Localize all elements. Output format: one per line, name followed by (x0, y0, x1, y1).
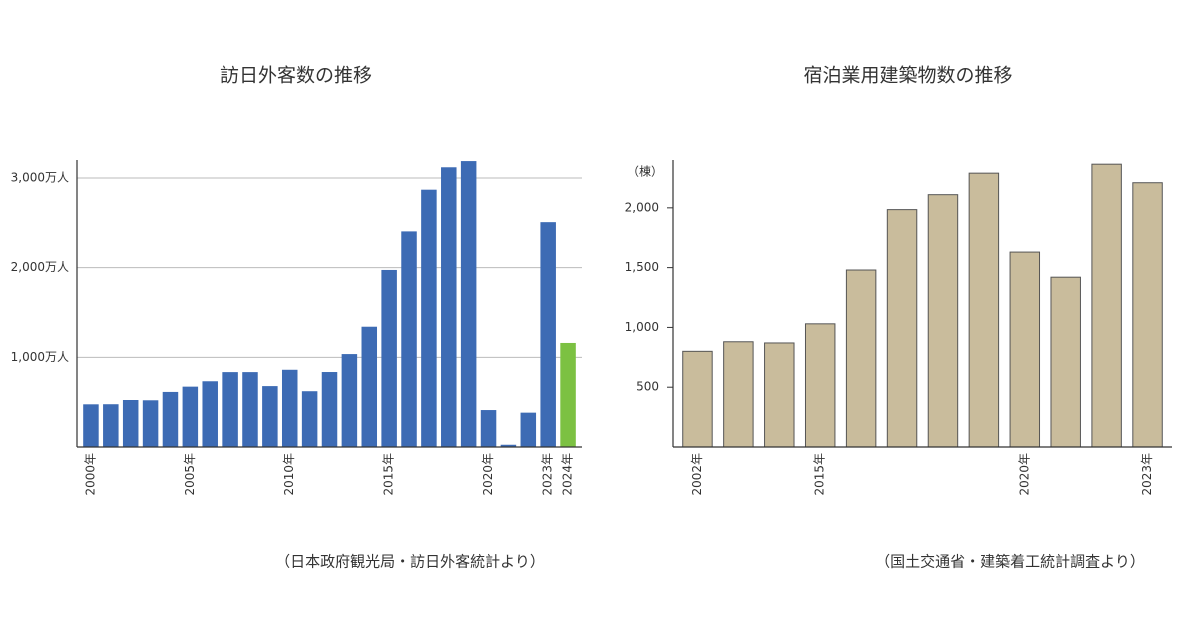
x-tick-label: 2010年 (282, 453, 296, 496)
x-tick-label: 2015年 (382, 453, 396, 496)
bar (262, 386, 278, 447)
x-tick-label: 2020年 (1017, 453, 1031, 496)
bar (886, 209, 918, 448)
bar (341, 354, 358, 447)
bar (301, 391, 318, 447)
x-tick-label: 2002年 (690, 453, 704, 496)
bar (520, 412, 537, 447)
bar (540, 222, 556, 447)
bar (83, 404, 99, 447)
bar (202, 381, 218, 447)
bar (441, 167, 457, 447)
bar (182, 386, 199, 447)
bar (281, 369, 298, 447)
bar (122, 400, 139, 447)
bar (401, 231, 417, 447)
y-tick-label: 1,000万人 (11, 350, 69, 364)
bar (968, 172, 1000, 448)
bar (381, 269, 397, 447)
bar (845, 269, 877, 448)
bar (927, 194, 959, 448)
bar (560, 342, 576, 447)
y-tick-label: 1,000 (625, 320, 659, 334)
source-note: （国土交通省・建築着工統計調査より） (875, 553, 1145, 571)
y-tick-label: 3,000万人 (11, 170, 69, 184)
y-tick-label: 2,000 (625, 200, 659, 214)
bar (222, 372, 238, 447)
y-unit: （棟） (627, 164, 663, 179)
x-tick-label: 2020年 (481, 453, 495, 496)
bar (764, 342, 795, 448)
bar (1050, 276, 1081, 448)
bar (480, 410, 497, 447)
bar (1132, 182, 1163, 448)
bar (242, 372, 258, 447)
chart-title: 宿泊業用建築物数の推移 (803, 65, 1012, 87)
x-tick-label: 2024年 (561, 453, 575, 496)
x-tick-label: 2000年 (83, 453, 97, 496)
x-tick-label: 2023年 (541, 453, 555, 496)
bar (804, 323, 836, 448)
bar (460, 161, 477, 448)
x-tick-label: 2005年 (183, 453, 197, 496)
bar (361, 326, 378, 447)
x-tick-label: 2015年 (813, 453, 827, 496)
bar (142, 400, 159, 447)
source-note: （日本政府観光局・訪日外客統計より） (275, 553, 545, 571)
bar (682, 350, 713, 448)
y-tick-label: 500 (636, 380, 659, 394)
bar (500, 444, 517, 447)
x-tick-label: 2023年 (1140, 453, 1154, 496)
bar (421, 189, 437, 447)
chart-title: 訪日外客数の推移 (220, 65, 372, 87)
bar (1091, 163, 1122, 448)
y-tick-label: 2,000万人 (11, 260, 69, 274)
bar (103, 404, 119, 447)
bar (321, 372, 338, 447)
bar (162, 391, 179, 447)
y-tick-label: 1,500 (625, 260, 659, 274)
bar (1009, 251, 1041, 448)
bar (723, 341, 754, 448)
